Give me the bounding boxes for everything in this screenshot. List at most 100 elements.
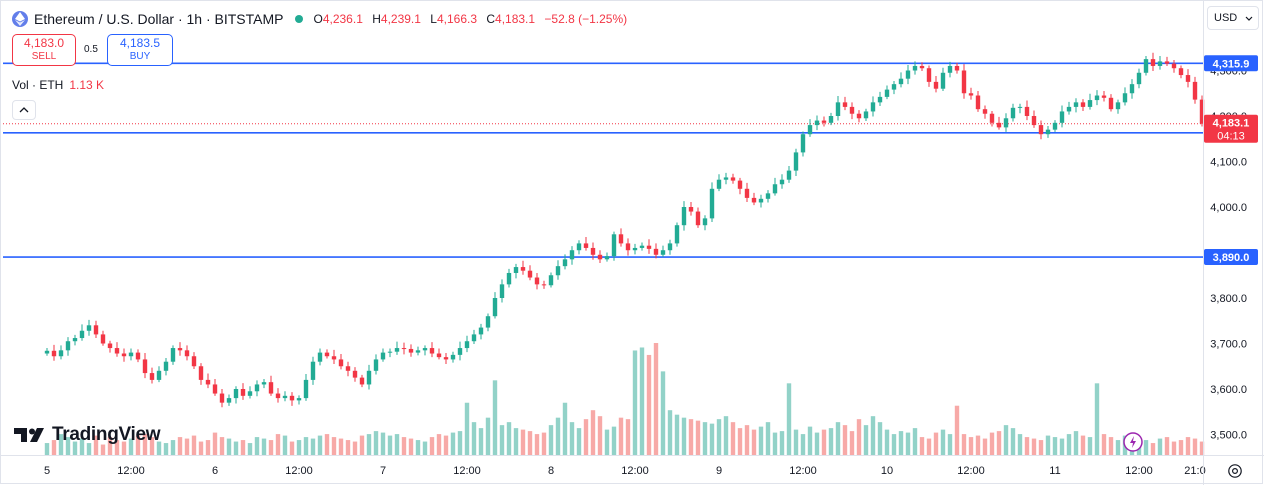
candle[interactable]: [1066, 101, 1072, 115]
candle[interactable]: [149, 367, 155, 384]
candle[interactable]: [72, 334, 78, 346]
candle[interactable]: [702, 215, 708, 231]
candle[interactable]: [646, 239, 652, 254]
candle[interactable]: [261, 378, 267, 389]
candle[interactable]: [618, 228, 624, 247]
candle[interactable]: [660, 245, 666, 258]
candle[interactable]: [303, 373, 309, 401]
candle[interactable]: [674, 222, 680, 247]
candle[interactable]: [814, 115, 820, 131]
candle[interactable]: [93, 320, 99, 339]
candle[interactable]: [1164, 56, 1170, 66]
candle[interactable]: [401, 342, 407, 355]
candle[interactable]: [457, 341, 463, 361]
candle[interactable]: [1052, 120, 1058, 132]
candle[interactable]: [863, 108, 869, 122]
candle[interactable]: [65, 337, 71, 356]
candle[interactable]: [1024, 100, 1030, 121]
candle[interactable]: [135, 349, 141, 363]
candle[interactable]: [611, 231, 617, 261]
candle[interactable]: [520, 260, 526, 275]
candle[interactable]: [289, 392, 295, 406]
candle[interactable]: [842, 96, 848, 111]
candle[interactable]: [870, 96, 876, 117]
candle[interactable]: [625, 238, 631, 256]
candle[interactable]: [443, 353, 449, 364]
candle[interactable]: [198, 363, 204, 385]
candle[interactable]: [905, 65, 911, 85]
sell-button[interactable]: 4,183.0 SELL: [12, 34, 76, 66]
candle[interactable]: [58, 345, 64, 360]
candle[interactable]: [128, 348, 134, 361]
candle[interactable]: [751, 192, 757, 206]
candle[interactable]: [793, 148, 799, 177]
tradingview-logo[interactable]: TradingView: [14, 424, 161, 446]
candle[interactable]: [968, 87, 974, 100]
candle[interactable]: [576, 240, 582, 255]
candle[interactable]: [44, 348, 50, 356]
candle[interactable]: [254, 380, 260, 397]
candle[interactable]: [1143, 55, 1149, 76]
candle[interactable]: [107, 340, 113, 353]
symbol-header[interactable]: Ethereum / U.S. Dollar · 1h · BITSTAMP O…: [12, 9, 633, 29]
candle[interactable]: [121, 348, 127, 362]
candle[interactable]: [1171, 60, 1177, 73]
currency-select[interactable]: USD: [1207, 6, 1259, 30]
candle[interactable]: [569, 246, 575, 265]
candle[interactable]: [79, 324, 85, 341]
candle[interactable]: [1094, 90, 1100, 106]
candle[interactable]: [583, 237, 589, 251]
candle[interactable]: [681, 201, 687, 231]
candle[interactable]: [373, 354, 379, 375]
candle[interactable]: [450, 351, 456, 363]
candle[interactable]: [338, 353, 344, 370]
candle[interactable]: [1101, 90, 1107, 102]
candle[interactable]: [366, 364, 372, 390]
candle[interactable]: [555, 260, 561, 280]
candle[interactable]: [926, 65, 932, 87]
candle[interactable]: [1199, 95, 1205, 127]
candle[interactable]: [765, 190, 771, 203]
candle[interactable]: [849, 102, 855, 120]
candle[interactable]: [940, 67, 946, 91]
candle[interactable]: [464, 335, 470, 353]
candle[interactable]: [485, 313, 491, 332]
candle[interactable]: [513, 263, 519, 279]
candle[interactable]: [975, 90, 981, 112]
candle[interactable]: [324, 349, 330, 359]
candle[interactable]: [226, 394, 232, 406]
candle[interactable]: [548, 272, 554, 288]
candle[interactable]: [1073, 98, 1079, 113]
candle[interactable]: [1080, 99, 1086, 111]
candle[interactable]: [345, 361, 351, 377]
candle[interactable]: [1108, 94, 1114, 112]
candle[interactable]: [779, 174, 785, 189]
candle[interactable]: [233, 386, 239, 404]
candle[interactable]: [982, 105, 988, 119]
candle[interactable]: [835, 95, 841, 121]
buy-button[interactable]: 4,183.5 BUY: [107, 34, 173, 66]
candle[interactable]: [268, 375, 274, 396]
candle[interactable]: [947, 61, 953, 78]
candle[interactable]: [709, 182, 715, 223]
candle[interactable]: [639, 242, 645, 251]
lightning-icon[interactable]: [1123, 432, 1143, 452]
candle[interactable]: [1185, 69, 1191, 88]
candle[interactable]: [891, 80, 897, 95]
candle[interactable]: [730, 173, 736, 184]
candle[interactable]: [1192, 76, 1198, 104]
candle[interactable]: [828, 112, 834, 126]
candle[interactable]: [436, 348, 442, 360]
candle[interactable]: [86, 319, 92, 336]
candle[interactable]: [1150, 52, 1156, 71]
candle[interactable]: [177, 342, 183, 356]
candle[interactable]: [1017, 103, 1023, 114]
candle[interactable]: [856, 110, 862, 123]
candle[interactable]: [1038, 120, 1044, 140]
candle[interactable]: [1031, 110, 1037, 128]
candle[interactable]: [310, 356, 316, 385]
candle[interactable]: [331, 349, 337, 364]
candlesticks[interactable]: [44, 52, 1205, 408]
candle[interactable]: [1178, 65, 1184, 79]
